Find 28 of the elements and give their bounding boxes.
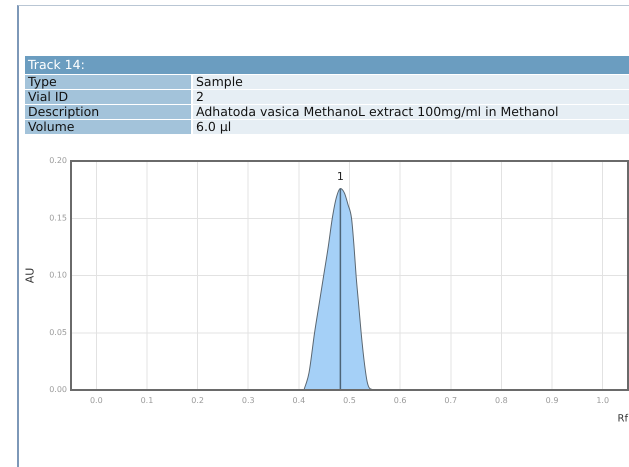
text: Adhatoda vasica MethanoL extract 100mg/ml in Methanol (196, 104, 558, 119)
y-tick-label: 0.00 (49, 385, 67, 394)
text: 6.0 µl (196, 119, 232, 134)
x-tick-label: 1.0 (596, 396, 610, 405)
x-tick-label: 0.2 (191, 396, 204, 405)
x-tick-label: 0.3 (242, 396, 255, 405)
text: Vial ID (28, 89, 68, 104)
x-tick-label: 0.6 (394, 396, 407, 405)
y-tick-label: 0.10 (49, 270, 67, 280)
x-tick-label: 0.7 (444, 396, 458, 405)
text: Description (28, 104, 100, 119)
text: Volume (28, 119, 74, 134)
y-axis-title: AU (23, 268, 36, 284)
x-axis-title: Rf (618, 414, 628, 425)
x-tick-label: 0.0 (90, 396, 103, 405)
y-tick-label: 0.15 (49, 213, 67, 222)
chart-title: Track 14: (28, 57, 85, 72)
x-tick-label: 0.5 (343, 396, 356, 405)
x-tick-label: 0.9 (546, 396, 558, 405)
annotation: 1 (336, 170, 344, 183)
y-tick-label: 0.05 (49, 328, 67, 337)
x-tick-label: 0.8 (495, 396, 508, 405)
text: Type (28, 74, 57, 89)
y-tick-label: 0.20 (49, 156, 67, 166)
text: 2 (196, 89, 204, 104)
x-tick-label: 0.4 (292, 396, 306, 405)
text: Sample (196, 74, 243, 89)
x-tick-label: 0.1 (140, 396, 154, 405)
